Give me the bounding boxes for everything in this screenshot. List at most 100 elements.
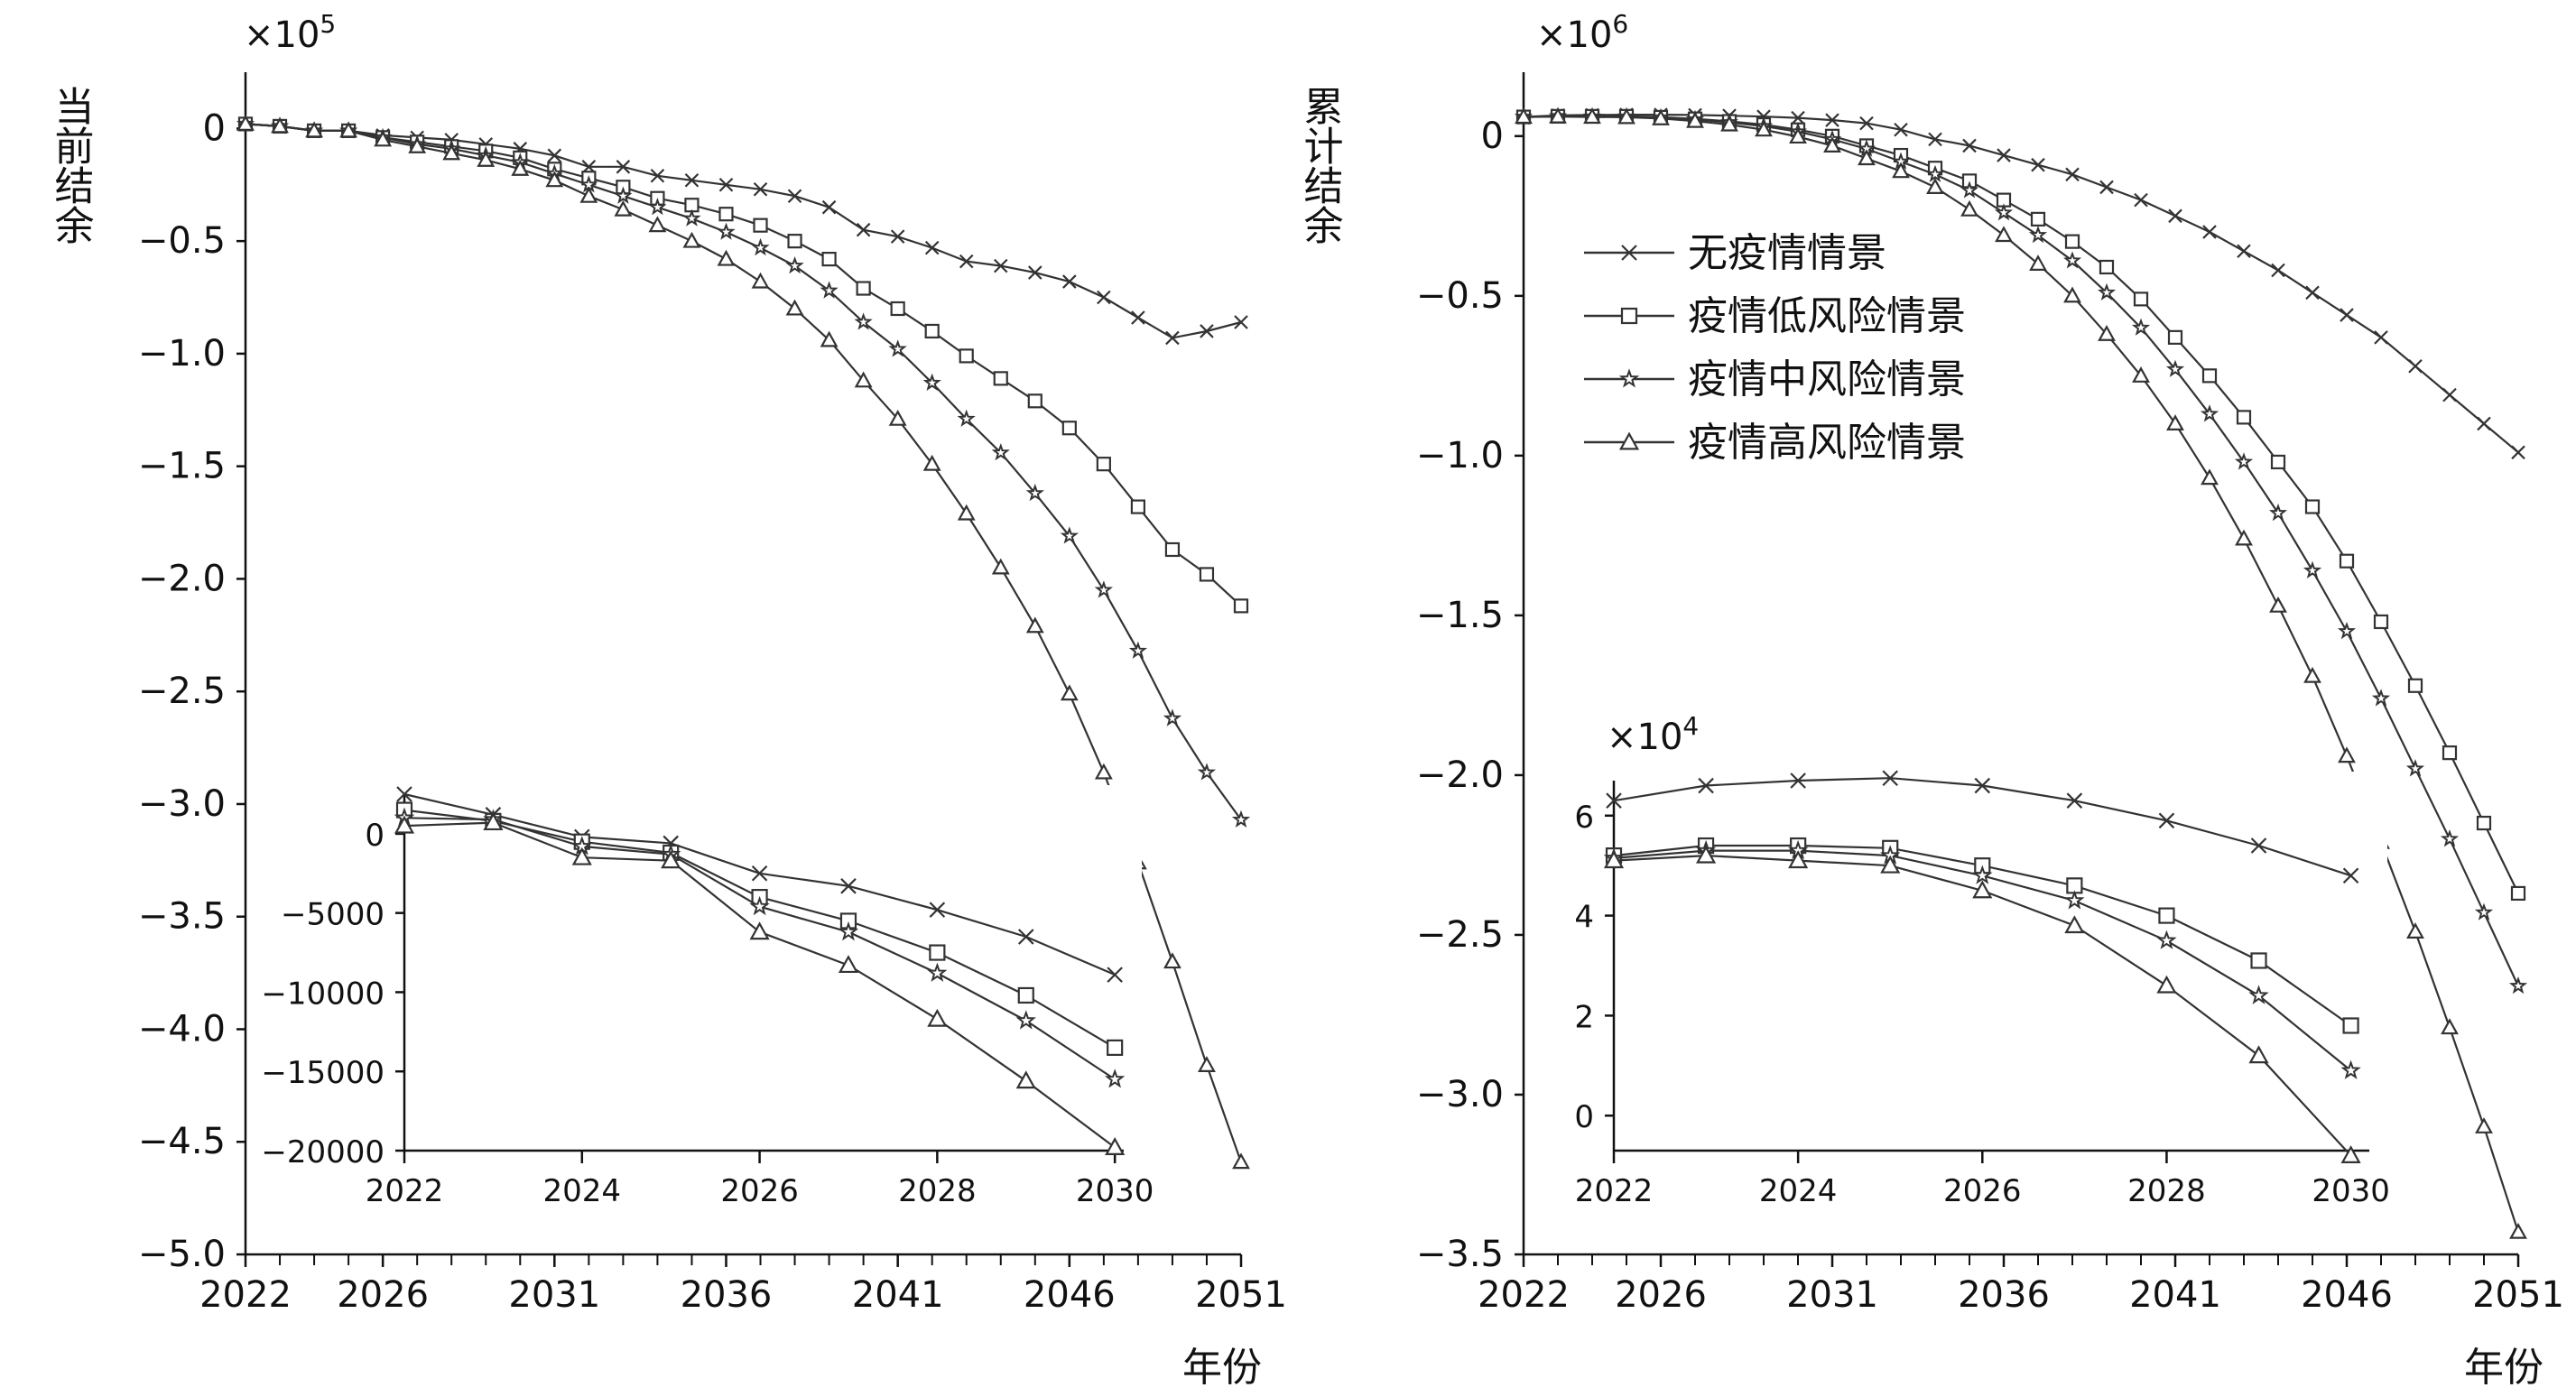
marker-x (2134, 192, 2148, 208)
data-point-triangle (511, 159, 530, 176)
data-point-square (2304, 499, 2321, 514)
data-point-triangle (374, 130, 393, 147)
data-point-triangle (442, 143, 461, 161)
data-point-x (890, 229, 905, 244)
marker-x (1882, 770, 1898, 787)
marker-triangle (1515, 107, 1533, 125)
data-point-square (1017, 986, 1034, 1004)
marker-star (614, 186, 633, 204)
marker-star (854, 312, 873, 330)
series-triangle (394, 812, 1126, 1155)
data-point-square (2030, 211, 2046, 227)
marker-star (2474, 902, 2494, 921)
marker-star (2200, 404, 2219, 422)
data-point-square (2201, 368, 2218, 384)
marker-triangle (682, 231, 701, 248)
data-point-x (1974, 777, 1991, 794)
data-point-square (2236, 410, 2252, 425)
marker-star (1994, 203, 2014, 221)
legend-item-no-epidemic: 无疫情情景 (1584, 230, 1886, 276)
data-point-triangle (2406, 922, 2424, 939)
marker-triangle (1163, 952, 1181, 969)
data-point-triangle (838, 955, 859, 974)
marker-x (2305, 285, 2320, 301)
data-point-x (1097, 290, 1111, 305)
data-point-star (2248, 985, 2269, 1004)
data-point-star (1163, 708, 1182, 726)
data-point-triangle (2303, 666, 2321, 683)
data-point-x (1791, 110, 1805, 125)
marker-square (1130, 499, 1145, 514)
data-point-square (929, 944, 946, 961)
data-point-square (2250, 952, 2267, 969)
data-point-x (2099, 180, 2114, 195)
marker-square (787, 234, 802, 249)
data-point-star (1618, 368, 1640, 388)
data-point-x (2065, 167, 2080, 182)
marker-star (2371, 689, 2391, 707)
legend-label: 疫情中风险情景 (1688, 356, 1966, 402)
data-point-star (2234, 452, 2254, 470)
marker-triangle (1720, 115, 1738, 132)
left-main-plot: 0 −0.5 −1.0 −1.5 −2.0 −2.5 −3.0 −3.5 −4.0 −4.5 −5.… (138, 72, 1287, 1316)
legend-item-high-risk: 疫情高风险情景 (1584, 420, 1966, 466)
marker-x (2099, 180, 2114, 195)
marker-x (1974, 777, 1991, 794)
marker-x (616, 160, 631, 174)
marker-triangle (1995, 226, 2013, 243)
marker-star (648, 198, 667, 216)
data-point-star (2062, 251, 2082, 269)
data-point-triangle (614, 199, 633, 217)
marker-triangle (2166, 414, 2184, 430)
data-point-x (1017, 929, 1034, 945)
data-point-x (1882, 770, 1898, 787)
data-point-star (2156, 930, 2177, 949)
marker-square (929, 944, 946, 961)
data-point-star (888, 339, 907, 357)
marker-triangle (661, 850, 681, 869)
cumulative-balance-chart: 累计结余 ×106 年份 ×104 (1297, 9, 2544, 1391)
x-tick-label: 2036 (1958, 1274, 2050, 1316)
marker-square (2236, 410, 2252, 425)
y-tick-label: −1.0 (1416, 435, 1504, 476)
data-point-x (1107, 967, 1123, 983)
data-point-triangle (2029, 254, 2047, 271)
data-point-triangle (2269, 596, 2287, 613)
data-point-triangle (2064, 915, 2085, 934)
marker-square (2476, 815, 2492, 831)
x-tick-label: 2024 (543, 1173, 622, 1209)
marker-square (2201, 368, 2218, 384)
series-x (238, 116, 1248, 346)
data-point-square (2339, 553, 2355, 569)
marker-triangle (2063, 286, 2081, 303)
marker-star (2064, 890, 2085, 910)
marker-square (2158, 907, 2175, 924)
marker-star (927, 962, 948, 982)
marker-x (2168, 208, 2182, 224)
marker-square (1107, 1039, 1124, 1056)
marker-square (2167, 329, 2183, 345)
data-point-star (1104, 1069, 1126, 1088)
marker-triangle (991, 558, 1010, 575)
y-tick-label: 0 (365, 818, 385, 854)
marker-triangle (820, 330, 839, 347)
left-x-axis-title: 年份 (1182, 1345, 1262, 1391)
marker-x (2066, 792, 2083, 809)
marker-star (922, 373, 941, 391)
data-point-square (2476, 815, 2492, 831)
marker-x (1698, 777, 1714, 794)
x-tick-label: 2051 (1195, 1274, 1287, 1316)
marker-triangle (1015, 1070, 1036, 1089)
marker-x (993, 258, 1008, 273)
marker-triangle (1858, 149, 1876, 166)
marker-x (787, 189, 802, 204)
data-point-star (648, 198, 667, 216)
data-point-triangle (1755, 120, 1773, 137)
marker-square (2339, 553, 2355, 569)
data-point-square (2064, 234, 2080, 249)
marker-square (2510, 885, 2526, 902)
data-point-triangle (1995, 226, 2013, 243)
data-point-star (1994, 203, 2014, 221)
data-point-square (959, 348, 974, 364)
marker-square (890, 301, 905, 317)
